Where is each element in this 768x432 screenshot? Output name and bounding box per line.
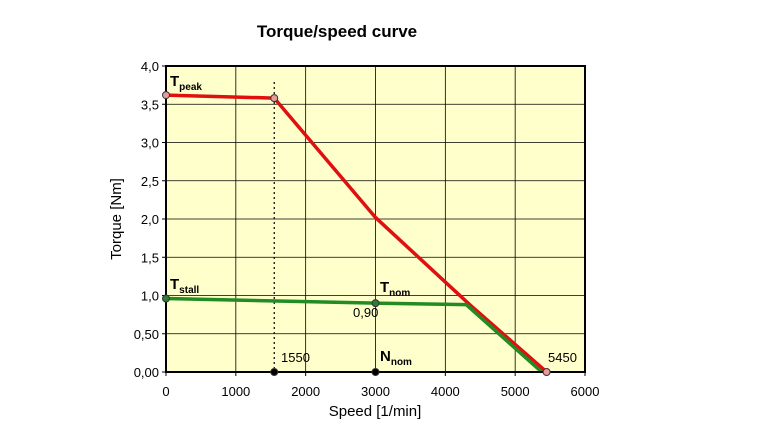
data-point-marker [542,368,551,376]
peak-torque-line [165,93,548,374]
chart-title: Torque/speed curve [257,22,417,41]
data-point-marker [270,368,279,376]
y-tick-label: 2,0 [141,212,159,227]
y-tick-labels: 0,00 0,50 1,0 1,5 2,0 2,5 3,0 3,5 4,0 [134,59,159,380]
x-tick-label: 4000 [431,384,460,399]
data-point-marker [270,94,279,103]
y-tick-label: 1,0 [141,289,159,304]
n-nom-label: Nnom [380,348,412,368]
y-axis-label: Torque [Nm] [108,178,125,260]
x-tick-label: 6000 [571,384,600,399]
t-nom-value-label: 0,90 [353,305,378,320]
y-tick-label: 2,5 [141,174,159,189]
data-point-marker [371,368,380,376]
markers [162,91,551,376]
y-tick-label: 3,5 [141,97,159,112]
x-tick-label: 0 [162,384,169,399]
x-tick-label: 3000 [361,384,390,399]
continuous-torque-line [165,296,543,374]
y-tick-label: 1,5 [141,250,159,265]
t-peak-label: Tpeak [170,73,202,93]
x-tick-label: 2000 [291,384,320,399]
corner-speed-value-label: 1550 [281,350,310,365]
y-tick-label: 3,0 [141,136,159,151]
x-tick-label: 1000 [221,384,250,399]
y-tick-label: 0,50 [134,327,159,342]
series-group [165,93,548,374]
t-stall-label: Tstall [170,276,199,296]
y-tick-label: 4,0 [141,59,159,74]
data-point-marker [162,91,170,100]
data-point-marker [371,299,380,308]
max-speed-value-label: 5450 [548,350,577,365]
y-tick-label: 0,00 [134,365,159,380]
data-point-marker [162,294,170,303]
x-axis-label: Speed [1/min] [329,403,422,420]
x-tick-label: 5000 [501,384,530,399]
t-nom-label: Tnom [380,279,410,299]
x-tick-labels: 0 1000 2000 3000 4000 5000 6000 [162,384,599,399]
